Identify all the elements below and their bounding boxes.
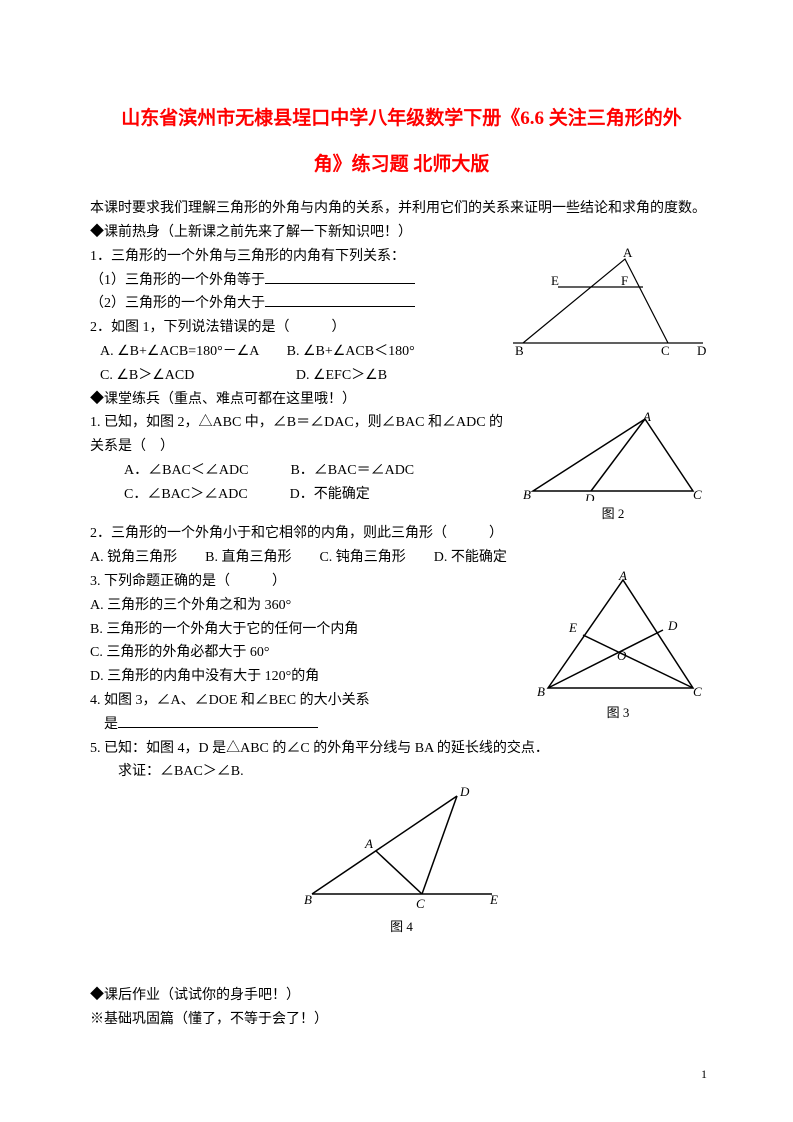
p1: 1. 已知，如图 2，△ABC 中，∠B＝∠DAC，则∠BAC 和∠ADC 的关… — [90, 411, 513, 459]
figure-1-svg: A B C D E F — [503, 245, 713, 355]
fig3-label-c: C — [693, 684, 702, 699]
figure-3-svg: A B C D E O — [523, 570, 713, 700]
intro-text: 本课时要求我们理解三角形的外角与内角的关系，并利用它们的关系来证明一些结论和求角… — [90, 197, 713, 221]
problem-3-4-block: 3. 下列命题正确的是（ ） A. 三角形的三个外角之和为 360° B. 三角… — [90, 570, 713, 737]
fig1-label-e: E — [551, 273, 559, 288]
fig4-label-a: A — [364, 836, 373, 851]
inclass-heading: ◆课堂练兵（重点、难点可都在这里哦！） — [90, 388, 713, 412]
blank-1 — [265, 269, 415, 284]
p5: 5. 已知：如图 4，D 是△ABC 的∠C 的外角平分线与 BA 的延长线的交… — [90, 737, 713, 761]
title-line-2: 角》练习题 北师大版 — [90, 142, 713, 188]
fig4-label-b: B — [304, 892, 312, 907]
fig2-label-d: D — [584, 491, 595, 501]
fig4-label-e: E — [489, 892, 498, 907]
blank-3 — [118, 713, 318, 728]
blank-2 — [265, 292, 415, 307]
figure-1: A B C D E F — [503, 245, 713, 355]
fig3-label-o: O — [617, 648, 627, 663]
fig2-label-b: B — [523, 487, 531, 501]
p3b: B. 三角形的一个外角大于它的任何一个内角 — [90, 618, 523, 642]
fig1-label-d: D — [697, 343, 706, 355]
figure-2-svg: A B C D — [513, 411, 713, 501]
preclass-block: 1．三角形的一个外角与三角形的内角有下列关系： （1）三角形的一个外角等于 （2… — [90, 245, 713, 388]
p1-opts-a: A．∠BAC＜∠ADC B．∠BAC＝∠ADC — [90, 459, 513, 483]
problem-1-block: 1. 已知，如图 2，△ABC 中，∠B＝∠DAC，则∠BAC 和∠ADC 的关… — [90, 411, 713, 522]
fig4-caption: 图 4 — [292, 916, 512, 935]
p5b: 求证：∠BAC＞∠B. — [90, 760, 713, 784]
p4: 4. 如图 3，∠A、∠DOE 和∠BEC 的大小关系 — [90, 689, 523, 713]
fig1-label-b: B — [515, 343, 524, 355]
fig4-label-c: C — [416, 896, 425, 911]
fig2-caption: 图 2 — [513, 503, 713, 522]
q1b: （2）三角形的一个外角大于 — [90, 292, 503, 316]
page: 山东省滨州市无棣县埕口中学八年级数学下册《6.6 关注三角形的外 角》练习题 北… — [0, 0, 793, 1122]
fig4-label-d: D — [459, 784, 470, 799]
fig1-label-c: C — [661, 343, 670, 355]
fig2-label-c: C — [693, 487, 702, 501]
p4b-text: 是 — [104, 717, 118, 732]
figure-4-svg: A B C D E — [292, 784, 512, 914]
fig1-label-f: F — [621, 273, 628, 288]
fig1-label-a: A — [623, 245, 633, 260]
preclass-heading: ◆课前热身（上新课之前先来了解一下新知识吧！） — [90, 221, 713, 245]
figure-3: A B C D E O 图 3 — [523, 570, 713, 721]
p4-blank-row: 是 — [90, 713, 523, 737]
p3d: D. 三角形的内角中没有大于 120°的角 — [90, 665, 523, 689]
title-line-1: 山东省滨州市无棣县埕口中学八年级数学下册《6.6 关注三角形的外 — [90, 96, 713, 142]
p3a: A. 三角形的三个外角之和为 360° — [90, 594, 523, 618]
q2-opts-a: A. ∠B+∠ACB=180°－∠A B. ∠B+∠ACB＜180° — [90, 340, 503, 364]
q2-opts-b: C. ∠B＞∠ACD D. ∠EFC＞∠B — [90, 364, 503, 388]
q1a: （1）三角形的一个外角等于 — [90, 269, 503, 293]
q1a-text: （1）三角形的一个外角等于 — [90, 273, 265, 288]
figure-4-wrap: A B C D E 图 4 — [90, 784, 713, 936]
p3c: C. 三角形的外角必都大于 60° — [90, 641, 523, 665]
fig3-caption: 图 3 — [523, 702, 713, 721]
p2: 2．三角形的一个外角小于和它相邻的内角，则此三角形（ ） — [90, 522, 713, 546]
q2: 2．如图 1，下列说法错误的是（ ） — [90, 316, 503, 340]
fig3-label-b: B — [537, 684, 545, 699]
fig3-label-a: A — [618, 570, 627, 583]
q1b-text: （2）三角形的一个外角大于 — [90, 296, 265, 311]
p3: 3. 下列命题正确的是（ ） — [90, 570, 523, 594]
q1: 1．三角形的一个外角与三角形的内角有下列关系： — [90, 245, 503, 269]
p2-opts: A. 锐角三角形 B. 直角三角形 C. 钝角三角形 D. 不能确定 — [90, 546, 713, 570]
hw-heading: ◆课后作业（试试你的身手吧！） — [90, 984, 713, 1008]
fig2-label-a: A — [642, 411, 651, 424]
fig3-label-d: D — [667, 618, 678, 633]
hw-sub: ※基础巩固篇（懂了，不等于会了！） — [90, 1008, 713, 1032]
spacer — [90, 936, 713, 984]
p1-opts-b: C．∠BAC＞∠ADC D．不能确定 — [90, 483, 513, 507]
fig3-label-e: E — [568, 620, 577, 635]
figure-2: A B C D 图 2 — [513, 411, 713, 522]
page-number: 1 — [701, 1067, 707, 1082]
